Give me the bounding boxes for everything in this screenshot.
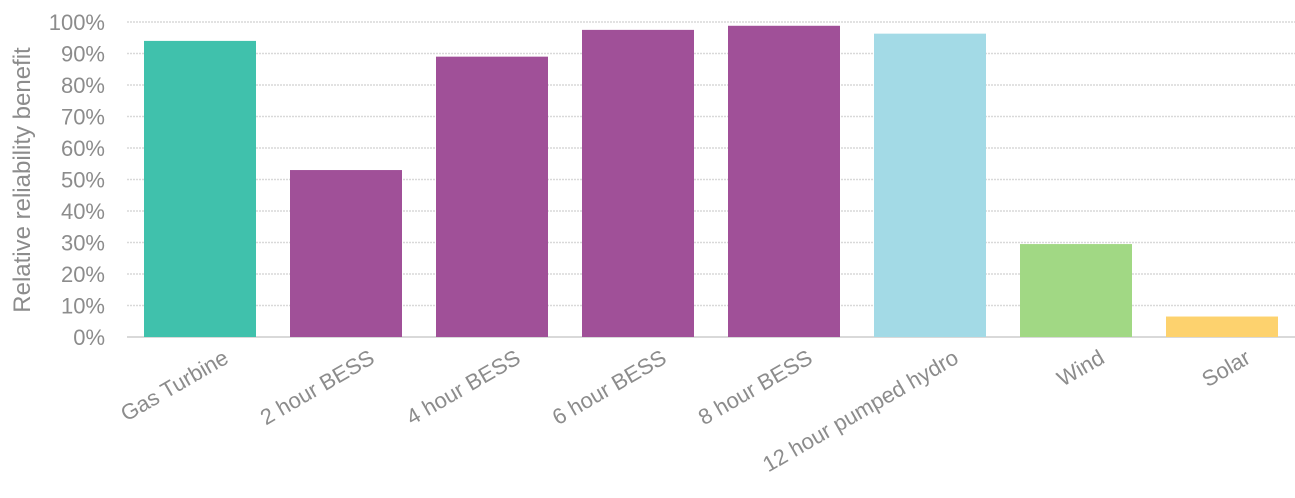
x-tick-label: Wind — [1053, 345, 1109, 392]
y-tick-label: 80% — [61, 73, 105, 98]
y-axis-title: Relative reliability benefit — [9, 47, 36, 313]
y-axis-ticks: 0% 10% 20% 30% 40% 50% 60% 70% 80% 90% 100% — [49, 10, 105, 350]
x-tick-label: Gas Turbine — [116, 345, 232, 427]
bar-12-hour-pumped-hydro — [874, 33, 986, 337]
y-tick-label: 0% — [73, 325, 105, 350]
y-tick-label: 60% — [61, 136, 105, 161]
bars — [144, 25, 1278, 338]
y-tick-label: 100% — [49, 10, 105, 35]
bar-wind — [1020, 244, 1132, 337]
y-tick-label: 40% — [61, 199, 105, 224]
bar-2-hour-bess — [290, 170, 402, 337]
x-tick-label: 4 hour BESS — [402, 345, 525, 430]
y-tick-label: 70% — [61, 105, 105, 130]
x-tick-label: 8 hour BESS — [694, 345, 817, 430]
x-tick-label: 6 hour BESS — [548, 345, 671, 430]
y-tick-label: 20% — [61, 262, 105, 287]
x-axis-ticks: Gas Turbine 2 hour BESS 4 hour BESS 6 hour … — [116, 345, 1254, 477]
bar-6-hour-bess — [582, 29, 694, 337]
y-tick-label: 10% — [61, 294, 105, 319]
bar-solar — [1166, 316, 1278, 337]
y-tick-label: 30% — [61, 231, 105, 256]
bar-gas-turbine — [144, 40, 256, 338]
bar-4-hour-bess — [436, 56, 548, 338]
bar-8-hour-bess — [728, 25, 840, 338]
x-tick-label: 2 hour BESS — [256, 345, 379, 430]
y-tick-label: 50% — [61, 168, 105, 193]
x-tick-label: Solar — [1198, 345, 1255, 392]
y-tick-label: 90% — [61, 42, 105, 67]
